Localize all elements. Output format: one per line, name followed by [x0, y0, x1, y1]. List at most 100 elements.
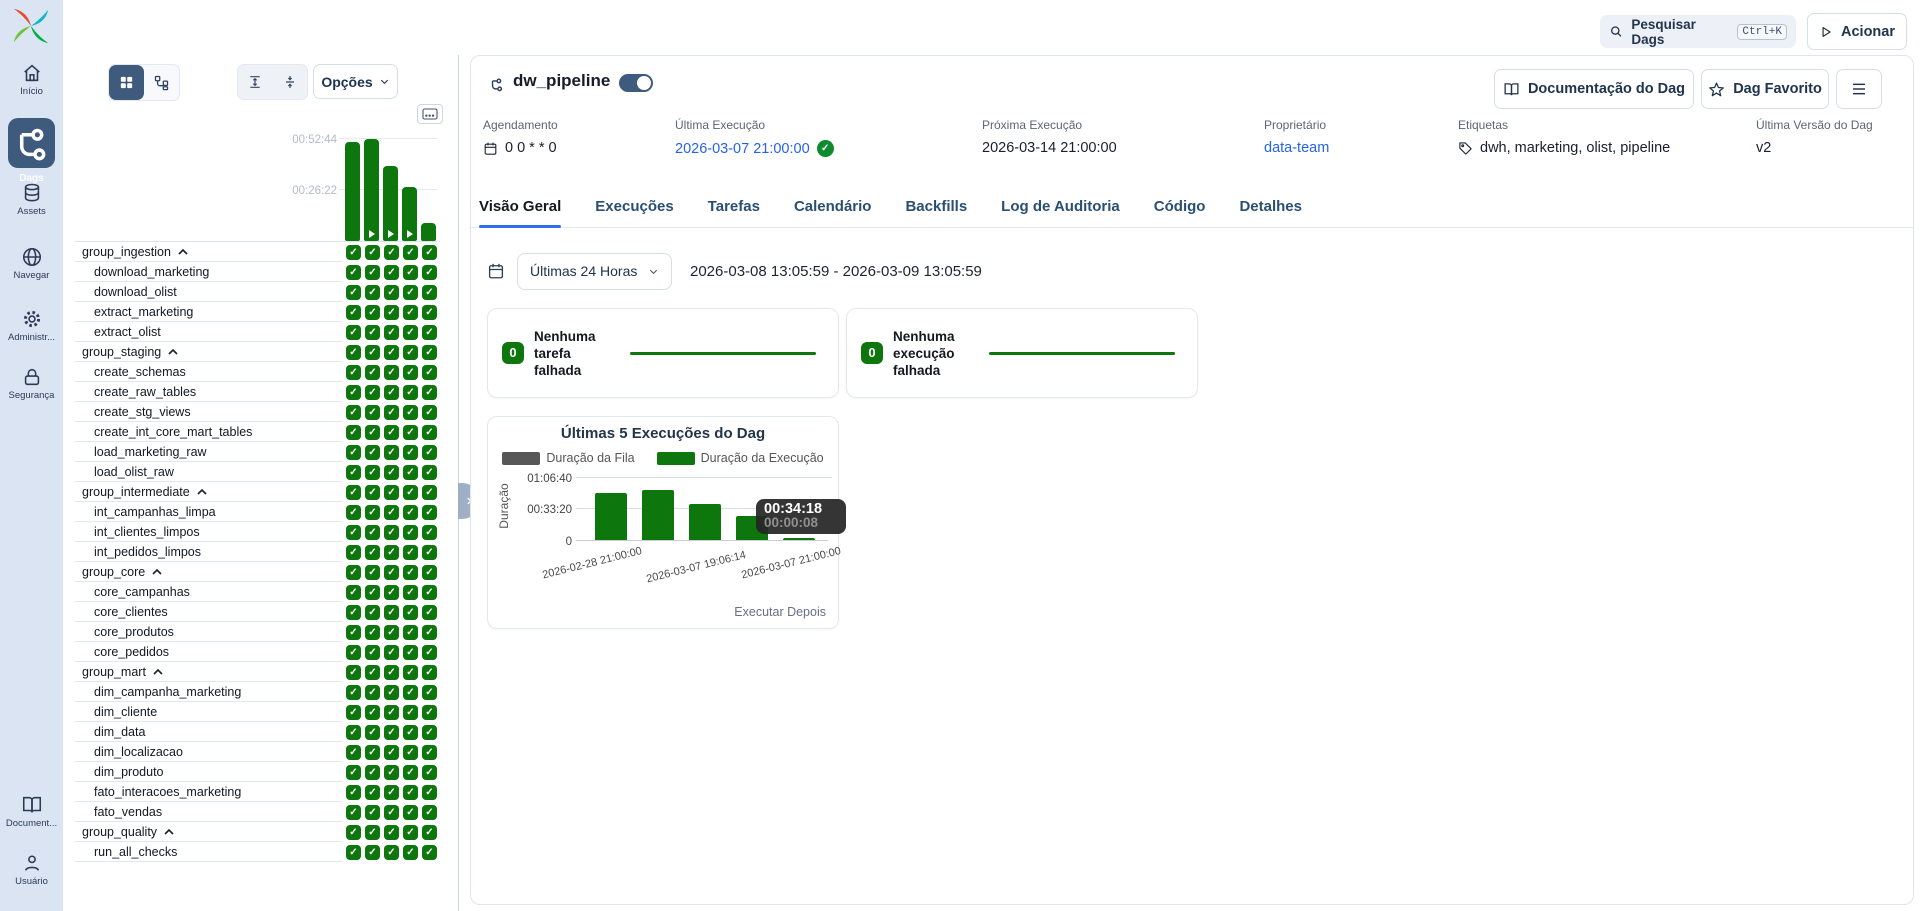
- task-instance-success-square[interactable]: ✓: [365, 584, 380, 600]
- task-instance-success-square[interactable]: ✓: [384, 664, 399, 680]
- grid-view-button[interactable]: [109, 65, 144, 100]
- task-instance-success-square[interactable]: ✓: [422, 844, 437, 860]
- task-instance-success-square[interactable]: ✓: [403, 724, 418, 740]
- task-group-label[interactable]: group_mart: [75, 662, 342, 682]
- execution-duration-bar[interactable]: [689, 503, 721, 540]
- task-instance-success-square[interactable]: ✓: [422, 544, 437, 560]
- task-label[interactable]: dim_cliente: [75, 702, 342, 722]
- task-group-label[interactable]: group_ingestion: [75, 242, 342, 262]
- search-dags-input[interactable]: Pesquisar Dags Ctrl+K: [1600, 15, 1796, 48]
- task-instance-success-square[interactable]: ✓: [365, 504, 380, 520]
- task-instance-success-square[interactable]: ✓: [422, 724, 437, 740]
- task-instance-success-square[interactable]: ✓: [422, 704, 437, 720]
- tab-codigo[interactable]: Código: [1153, 198, 1206, 215]
- task-instance-success-square[interactable]: ✓: [346, 264, 361, 280]
- task-instance-success-square[interactable]: ✓: [346, 344, 361, 360]
- task-instance-success-square[interactable]: ✓: [403, 324, 418, 340]
- task-label[interactable]: extract_olist: [75, 322, 342, 342]
- task-instance-success-square[interactable]: ✓: [365, 604, 380, 620]
- task-instance-success-square[interactable]: ✓: [365, 804, 380, 820]
- collapse-group-icon[interactable]: [164, 828, 174, 836]
- task-instance-success-square[interactable]: ✓: [384, 264, 399, 280]
- task-instance-success-square[interactable]: ✓: [403, 264, 418, 280]
- task-label[interactable]: fato_interacoes_marketing: [75, 782, 342, 802]
- task-instance-success-square[interactable]: ✓: [384, 624, 399, 640]
- task-instance-success-square[interactable]: ✓: [365, 524, 380, 540]
- task-instance-success-square[interactable]: ✓: [403, 504, 418, 520]
- task-instance-success-square[interactable]: ✓: [384, 684, 399, 700]
- sidebar-item-documentacao[interactable]: Document...: [0, 794, 63, 829]
- task-instance-success-square[interactable]: ✓: [403, 484, 418, 500]
- sidebar-item-inicio[interactable]: Início: [0, 62, 63, 97]
- task-label[interactable]: int_clientes_limpos: [75, 522, 342, 542]
- task-instance-success-square[interactable]: ✓: [346, 304, 361, 320]
- tab-detalhes[interactable]: Detalhes: [1239, 198, 1302, 215]
- task-instance-success-square[interactable]: ✓: [422, 764, 437, 780]
- dag-run-duration-bar[interactable]: [402, 187, 417, 241]
- task-instance-success-square[interactable]: ✓: [384, 544, 399, 560]
- task-instance-success-square[interactable]: ✓: [384, 404, 399, 420]
- task-instance-success-square[interactable]: ✓: [422, 784, 437, 800]
- task-instance-success-square[interactable]: ✓: [346, 284, 361, 300]
- task-instance-success-square[interactable]: ✓: [365, 764, 380, 780]
- task-label[interactable]: dim_produto: [75, 762, 342, 782]
- graph-view-button[interactable]: [144, 65, 179, 100]
- task-instance-success-square[interactable]: ✓: [384, 604, 399, 620]
- task-instance-success-square[interactable]: ✓: [403, 744, 418, 760]
- task-label[interactable]: dim_data: [75, 722, 342, 742]
- task-instance-success-square[interactable]: ✓: [422, 524, 437, 540]
- tab-calendario[interactable]: Calendário: [793, 198, 872, 215]
- task-label[interactable]: extract_marketing: [75, 302, 342, 322]
- task-instance-success-square[interactable]: ✓: [365, 384, 380, 400]
- run-details-toggle-button[interactable]: [417, 104, 443, 124]
- dag-run-duration-bar[interactable]: [345, 142, 360, 241]
- task-label[interactable]: core_campanhas: [75, 582, 342, 602]
- task-label[interactable]: dim_localizacao: [75, 742, 342, 762]
- sidebar-item-navegar[interactable]: Navegar: [0, 246, 63, 281]
- task-instance-success-square[interactable]: ✓: [422, 684, 437, 700]
- task-instance-success-square[interactable]: ✓: [384, 504, 399, 520]
- task-instance-success-square[interactable]: ✓: [365, 304, 380, 320]
- task-label[interactable]: run_all_checks: [75, 842, 342, 862]
- task-instance-success-square[interactable]: ✓: [422, 384, 437, 400]
- task-instance-success-square[interactable]: ✓: [346, 544, 361, 560]
- task-instance-success-square[interactable]: ✓: [403, 684, 418, 700]
- task-instance-success-square[interactable]: ✓: [422, 404, 437, 420]
- task-instance-success-square[interactable]: ✓: [403, 444, 418, 460]
- task-label[interactable]: load_olist_raw: [75, 462, 342, 482]
- task-instance-success-square[interactable]: ✓: [346, 584, 361, 600]
- task-instance-success-square[interactable]: ✓: [365, 644, 380, 660]
- task-label[interactable]: core_clientes: [75, 602, 342, 622]
- task-instance-success-square[interactable]: ✓: [403, 284, 418, 300]
- task-instance-success-square[interactable]: ✓: [422, 604, 437, 620]
- last-run-link[interactable]: 2026-03-07 21:00:00: [675, 140, 810, 157]
- trigger-dag-button[interactable]: Acionar: [1807, 13, 1907, 50]
- time-range-select[interactable]: Últimas 24 Horas: [517, 252, 672, 290]
- task-instance-success-square[interactable]: ✓: [403, 424, 418, 440]
- tab-tarefas[interactable]: Tarefas: [707, 198, 760, 215]
- task-instance-success-square[interactable]: ✓: [384, 824, 399, 840]
- task-instance-success-square[interactable]: ✓: [365, 264, 380, 280]
- collapse-group-icon[interactable]: [178, 248, 188, 256]
- dag-run-duration-bar[interactable]: [383, 166, 398, 241]
- task-instance-success-square[interactable]: ✓: [422, 804, 437, 820]
- task-label[interactable]: create_schemas: [75, 362, 342, 382]
- task-instance-success-square[interactable]: ✓: [422, 464, 437, 480]
- task-instance-success-square[interactable]: ✓: [403, 824, 418, 840]
- dag-run-duration-bar[interactable]: [364, 139, 379, 241]
- collapse-group-icon[interactable]: [168, 348, 178, 356]
- task-instance-success-square[interactable]: ✓: [346, 504, 361, 520]
- task-instance-success-square[interactable]: ✓: [346, 744, 361, 760]
- task-instance-success-square[interactable]: ✓: [346, 424, 361, 440]
- task-instance-success-square[interactable]: ✓: [346, 724, 361, 740]
- task-label[interactable]: int_campanhas_limpa: [75, 502, 342, 522]
- task-instance-success-square[interactable]: ✓: [384, 324, 399, 340]
- tab-backfills[interactable]: Backfills: [905, 198, 968, 215]
- collapse-rows-button[interactable]: [273, 65, 307, 99]
- task-instance-success-square[interactable]: ✓: [384, 524, 399, 540]
- task-instance-success-square[interactable]: ✓: [403, 364, 418, 380]
- task-instance-success-square[interactable]: ✓: [403, 564, 418, 580]
- task-instance-success-square[interactable]: ✓: [384, 244, 399, 260]
- task-instance-success-square[interactable]: ✓: [422, 324, 437, 340]
- task-instance-success-square[interactable]: ✓: [403, 784, 418, 800]
